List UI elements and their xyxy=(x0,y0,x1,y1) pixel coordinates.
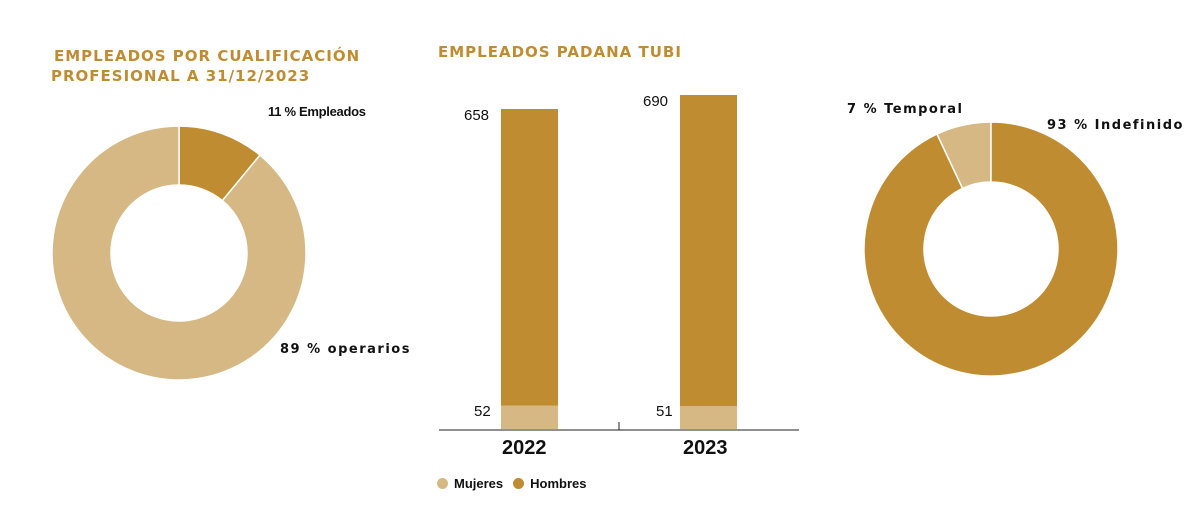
chart2-title: EMPLEADOS PADANA TUBI xyxy=(438,43,682,61)
legend-hombres-label: Hombres xyxy=(530,476,587,491)
x-tick-2022: 2022 xyxy=(502,437,547,459)
bar-label-mujeres-2023: 51 xyxy=(656,403,673,420)
bar-hombres-2023 xyxy=(680,95,737,407)
donut1-slice-1 xyxy=(51,125,307,381)
chart1-title-line1: EMPLEADOS POR CUALIFICACIÓN xyxy=(54,47,361,65)
bar-label-hombres-2022: 658 xyxy=(464,107,490,124)
slice-label-temporal: 7 % Temporal xyxy=(847,102,964,117)
bar-hombres-2022 xyxy=(501,108,558,406)
bar-mujeres-2023 xyxy=(680,406,737,429)
bar-label-hombres-2023: 690 xyxy=(643,93,669,110)
bar-mujeres-2022 xyxy=(501,405,558,429)
chart1-title-line2: PROFESIONAL A 31/12/2023 xyxy=(51,67,311,85)
x-tick-2023: 2023 xyxy=(683,437,728,459)
slice-label-indefinido: 93 % Indefinido xyxy=(1047,118,1184,133)
bar-label-mujeres-2022: 52 xyxy=(474,403,491,420)
legend: Mujeres Hombres xyxy=(437,476,587,491)
slice-label-empleados: 11 % Empleados xyxy=(268,104,366,119)
legend-hombres-swatch xyxy=(513,478,525,489)
legend-mujeres-label: Mujeres xyxy=(454,476,504,491)
slice-label-operarios: 89 % operarios xyxy=(280,342,411,357)
donut3-slice-1 xyxy=(863,121,1119,377)
legend-mujeres-swatch xyxy=(437,478,448,489)
